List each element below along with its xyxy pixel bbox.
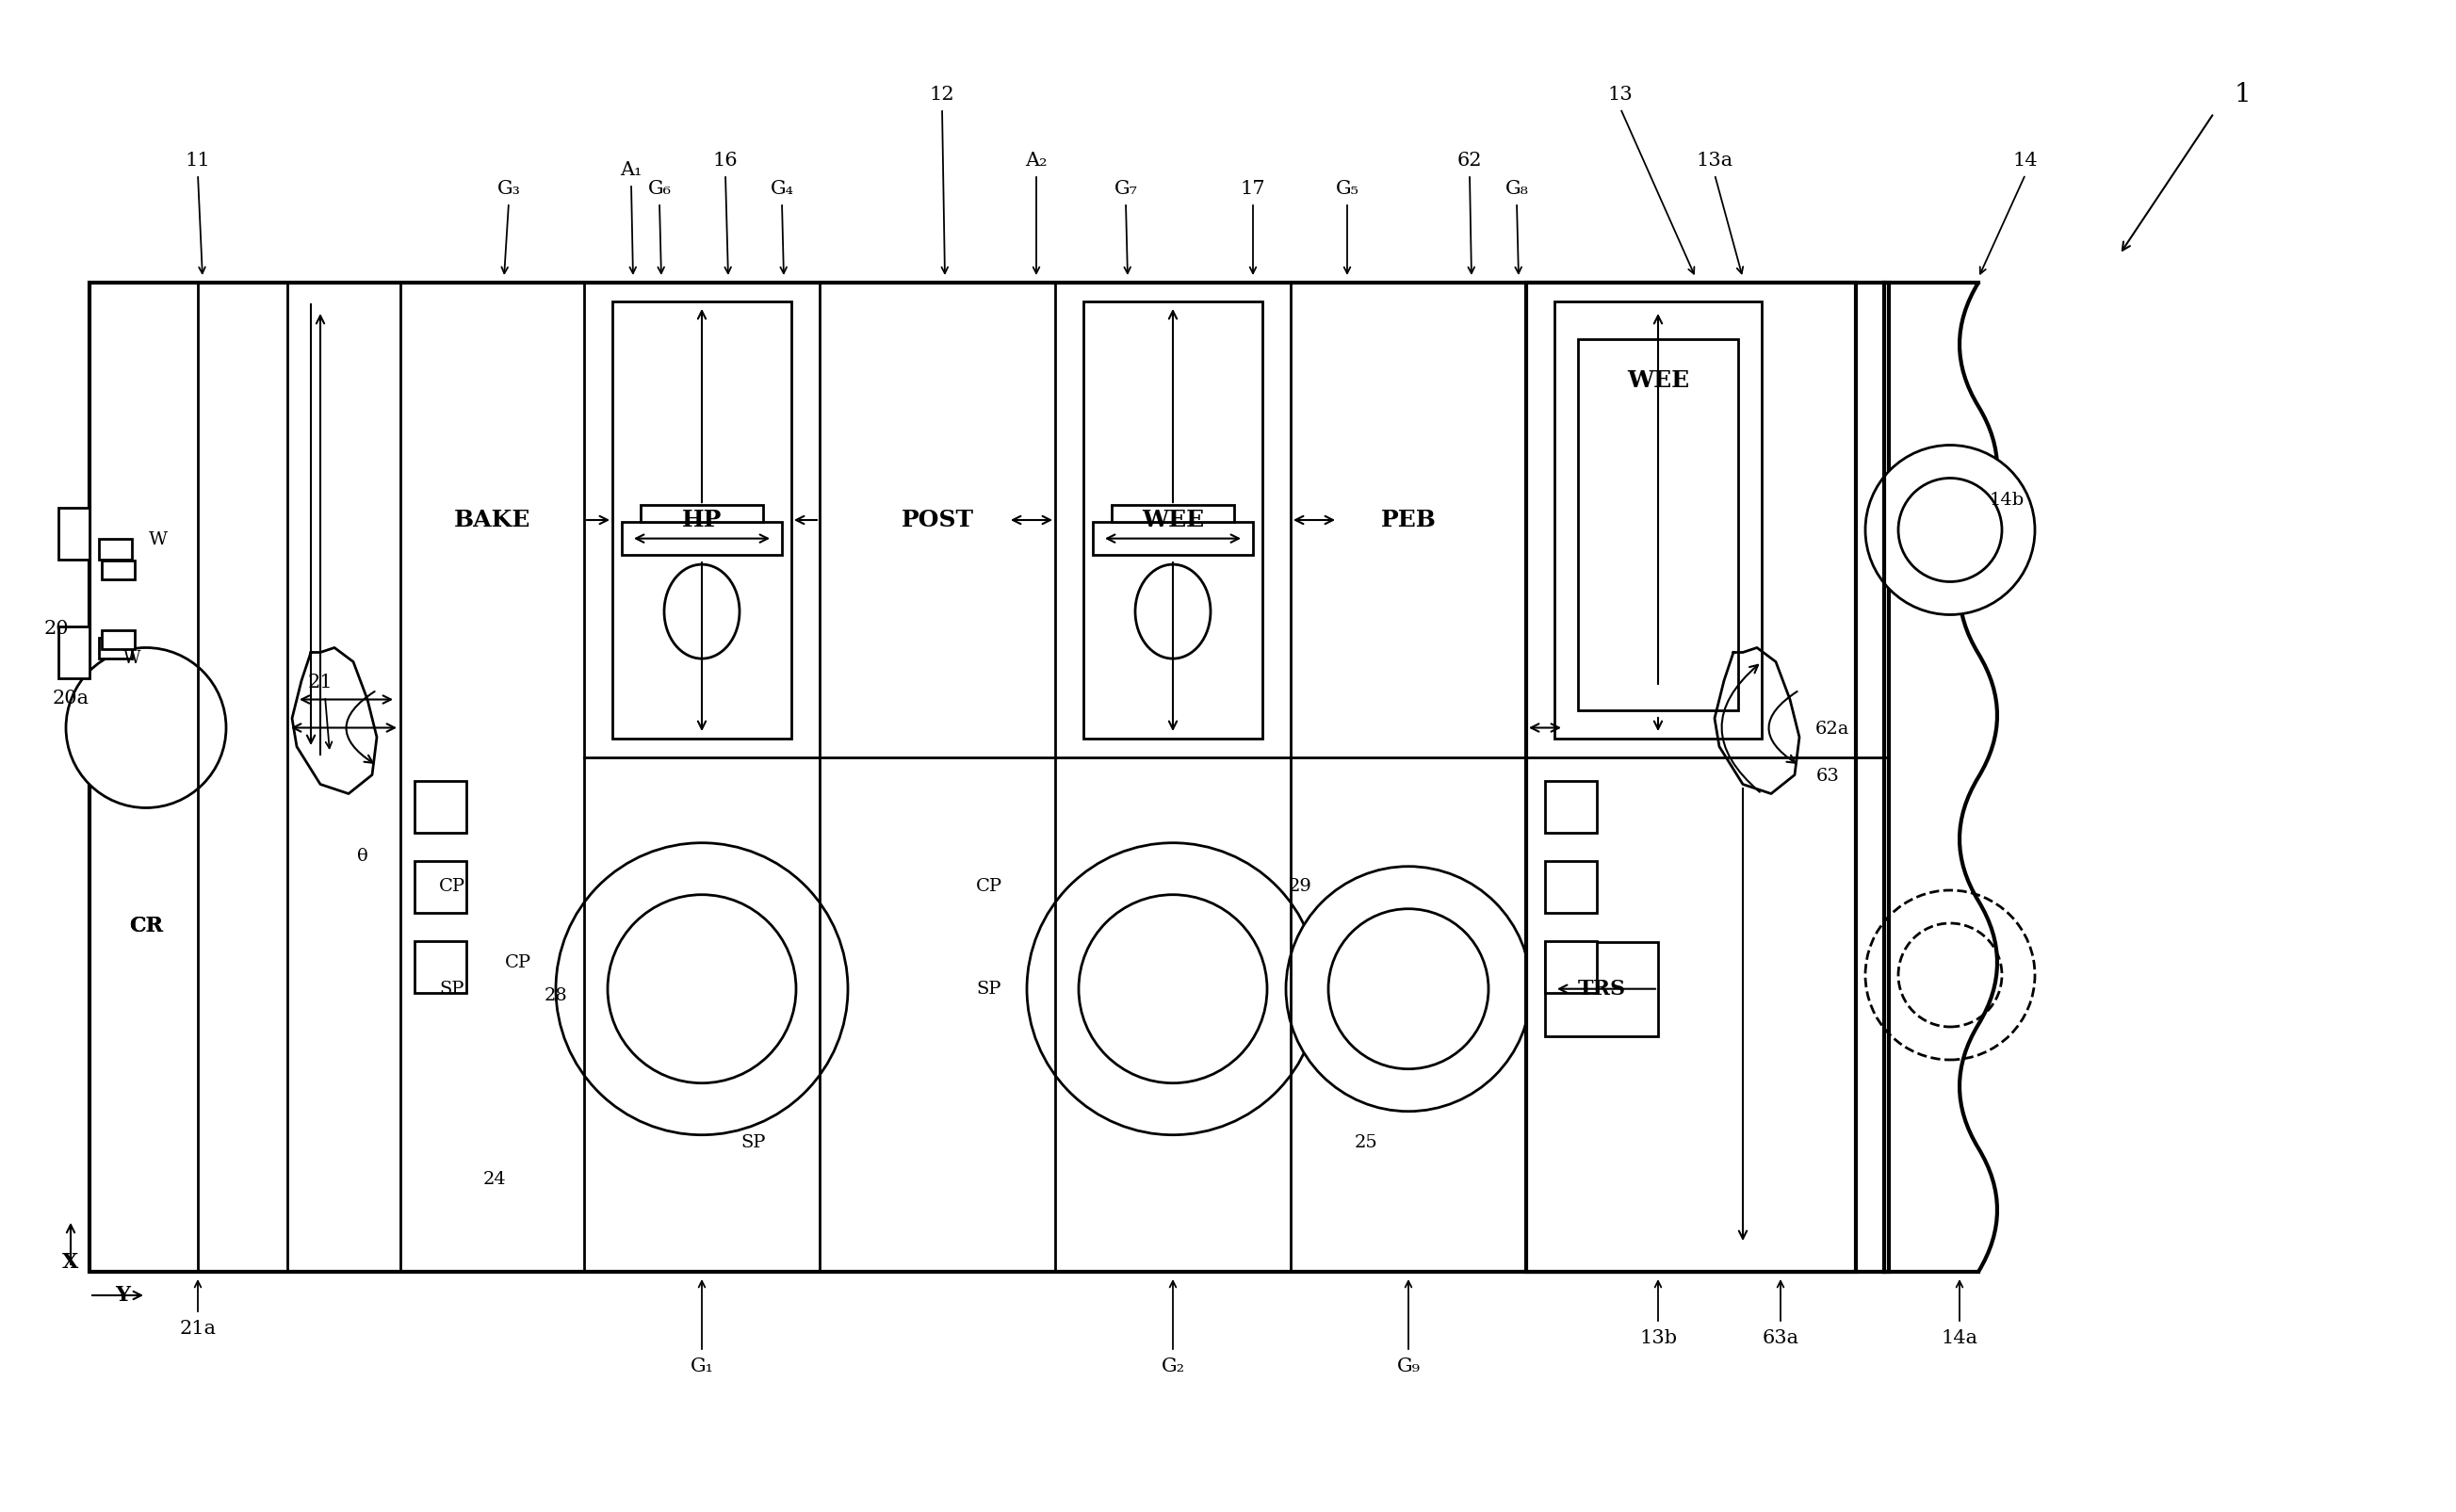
Text: 21: 21 bbox=[307, 673, 334, 691]
Text: G₇: G₇ bbox=[1115, 180, 1137, 198]
Bar bbox=[101, 561, 135, 579]
Text: G₃: G₃ bbox=[496, 180, 521, 198]
Text: TRS: TRS bbox=[1577, 978, 1626, 999]
Circle shape bbox=[1329, 909, 1488, 1069]
Ellipse shape bbox=[1135, 564, 1211, 659]
Text: 13: 13 bbox=[1609, 85, 1633, 103]
Text: WEE: WEE bbox=[1626, 369, 1690, 392]
Bar bbox=[621, 522, 781, 555]
Text: 20a: 20a bbox=[52, 689, 88, 708]
Text: 14: 14 bbox=[2014, 151, 2038, 169]
Text: 63: 63 bbox=[1815, 768, 1840, 785]
Bar bbox=[415, 940, 467, 993]
Text: HP: HP bbox=[683, 508, 722, 531]
Text: POST: POST bbox=[901, 508, 973, 531]
Bar bbox=[1545, 782, 1596, 833]
Text: A₂: A₂ bbox=[1024, 151, 1046, 169]
Text: θ: θ bbox=[356, 848, 368, 865]
Bar bbox=[1093, 522, 1253, 555]
Text: G₆: G₆ bbox=[648, 180, 670, 198]
Text: WEE: WEE bbox=[1142, 508, 1203, 531]
Bar bbox=[1545, 942, 1658, 1036]
Bar bbox=[612, 301, 791, 738]
Text: CR: CR bbox=[130, 915, 162, 936]
Text: G₈: G₈ bbox=[1506, 180, 1528, 198]
Ellipse shape bbox=[663, 564, 739, 659]
Text: 13a: 13a bbox=[1697, 151, 1734, 169]
Text: W: W bbox=[123, 650, 140, 667]
Text: PEB: PEB bbox=[1380, 508, 1437, 531]
Circle shape bbox=[1898, 478, 2002, 582]
Bar bbox=[1545, 860, 1596, 913]
Text: SP: SP bbox=[440, 980, 464, 998]
Bar bbox=[1545, 940, 1596, 993]
Circle shape bbox=[1864, 445, 2036, 615]
Text: 13b: 13b bbox=[1638, 1329, 1677, 1347]
Bar bbox=[415, 860, 467, 913]
Circle shape bbox=[555, 842, 847, 1136]
Text: G₂: G₂ bbox=[1162, 1358, 1184, 1374]
Text: A₁: A₁ bbox=[621, 160, 641, 178]
Text: 11: 11 bbox=[184, 151, 211, 169]
Bar bbox=[1579, 339, 1739, 711]
Bar bbox=[98, 538, 133, 559]
Bar bbox=[1083, 301, 1262, 738]
Text: BAKE: BAKE bbox=[454, 508, 530, 531]
Bar bbox=[98, 638, 133, 659]
Circle shape bbox=[66, 647, 226, 807]
Text: 17: 17 bbox=[1240, 180, 1265, 198]
Text: 16: 16 bbox=[712, 151, 737, 169]
Text: 25: 25 bbox=[1353, 1134, 1378, 1152]
Circle shape bbox=[1027, 842, 1319, 1136]
Text: W: W bbox=[150, 531, 167, 549]
Circle shape bbox=[607, 895, 796, 1083]
Text: 63a: 63a bbox=[1761, 1329, 1798, 1347]
Bar bbox=[641, 505, 764, 522]
Text: X: X bbox=[61, 1252, 79, 1273]
Text: 12: 12 bbox=[928, 85, 955, 103]
Text: G₁: G₁ bbox=[690, 1358, 715, 1374]
Text: 62a: 62a bbox=[1815, 721, 1849, 738]
Bar bbox=[59, 626, 88, 679]
Text: G₅: G₅ bbox=[1336, 180, 1358, 198]
Bar bbox=[1525, 283, 1857, 1272]
Text: SP: SP bbox=[977, 980, 1002, 998]
Text: CR: CR bbox=[130, 915, 162, 936]
Bar bbox=[101, 631, 135, 649]
Text: Y: Y bbox=[115, 1285, 130, 1306]
Text: 24: 24 bbox=[484, 1170, 506, 1187]
Bar bbox=[1555, 301, 1761, 738]
Text: 1: 1 bbox=[2235, 82, 2250, 107]
Text: 62: 62 bbox=[1456, 151, 1481, 169]
Text: 21a: 21a bbox=[179, 1320, 216, 1337]
Circle shape bbox=[1078, 895, 1267, 1083]
Text: CP: CP bbox=[975, 877, 1002, 895]
Circle shape bbox=[1287, 866, 1530, 1111]
Text: 29: 29 bbox=[1289, 877, 1312, 895]
Text: 20: 20 bbox=[44, 620, 69, 638]
Text: CP: CP bbox=[506, 954, 530, 972]
Text: G₉: G₉ bbox=[1397, 1358, 1420, 1374]
Bar bbox=[59, 508, 88, 559]
Text: 28: 28 bbox=[545, 987, 567, 1004]
Bar bbox=[415, 782, 467, 833]
Text: CP: CP bbox=[440, 877, 467, 895]
Bar bbox=[88, 283, 1889, 1272]
Text: G₄: G₄ bbox=[771, 180, 793, 198]
Text: 14b: 14b bbox=[1989, 491, 2024, 508]
Bar bbox=[1113, 505, 1233, 522]
Text: SP: SP bbox=[742, 1134, 766, 1152]
Text: 14a: 14a bbox=[1940, 1329, 1977, 1347]
